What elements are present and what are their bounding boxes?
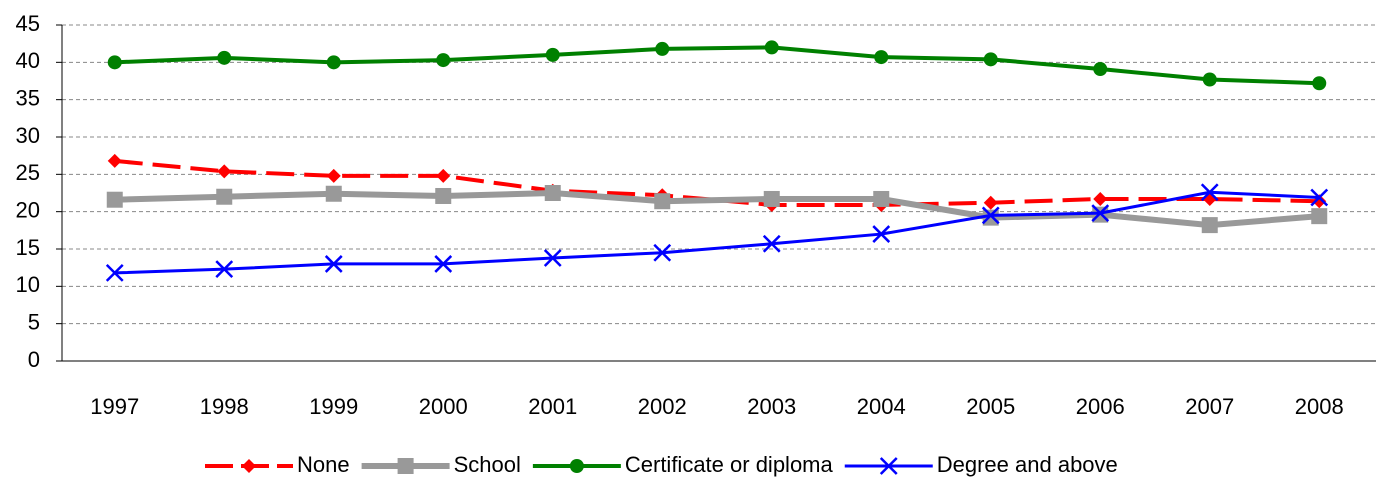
point xyxy=(873,190,890,207)
x-tick-label: 1999 xyxy=(309,394,358,419)
point xyxy=(764,40,779,55)
point xyxy=(436,168,451,183)
y-tick-label: 0 xyxy=(28,347,40,372)
legend-marker xyxy=(397,458,414,474)
point xyxy=(1091,204,1110,223)
point xyxy=(1310,188,1329,207)
x-tick-label: 1998 xyxy=(200,394,249,419)
point xyxy=(1201,217,1218,234)
point xyxy=(217,50,232,65)
y-tick-label: 5 xyxy=(28,309,40,334)
legend-label: School xyxy=(454,452,521,477)
point xyxy=(106,191,123,208)
point xyxy=(107,55,122,70)
y-tick-label: 25 xyxy=(16,160,40,185)
point xyxy=(1312,76,1327,91)
point xyxy=(435,187,452,204)
point xyxy=(105,264,124,282)
legend-marker xyxy=(569,459,584,473)
series-line xyxy=(114,189,1320,229)
series-line xyxy=(114,158,1320,207)
point xyxy=(324,255,343,273)
legend-label: None xyxy=(297,452,350,477)
point xyxy=(762,234,781,253)
point xyxy=(653,243,672,262)
point xyxy=(1093,62,1108,77)
x-tick-label: 2003 xyxy=(747,394,796,419)
point xyxy=(434,255,453,273)
point xyxy=(217,164,232,179)
legend-marker xyxy=(879,457,898,475)
point xyxy=(107,153,122,168)
point xyxy=(983,195,998,210)
point xyxy=(763,190,780,207)
point xyxy=(982,209,999,226)
x-tick-label: 2001 xyxy=(528,394,577,419)
y-tick-label: 30 xyxy=(16,123,40,148)
point xyxy=(655,41,670,56)
point xyxy=(1200,183,1219,202)
point xyxy=(544,185,561,201)
x-tick-label: 2002 xyxy=(638,394,687,419)
legend-label: Degree and above xyxy=(937,452,1118,477)
point xyxy=(1202,72,1217,87)
point xyxy=(1311,208,1328,225)
y-tick-label: 40 xyxy=(16,48,40,73)
y-tick-label: 45 xyxy=(16,11,40,36)
point xyxy=(983,52,998,67)
point xyxy=(874,50,889,65)
point xyxy=(326,168,341,183)
point xyxy=(872,225,891,243)
series-line xyxy=(114,190,1320,275)
y-tick-label: 35 xyxy=(16,85,40,110)
point xyxy=(981,206,1000,225)
point xyxy=(215,260,234,279)
point xyxy=(436,53,451,68)
y-tick-label: 15 xyxy=(16,235,40,260)
point xyxy=(545,47,560,62)
x-tick-label: 2008 xyxy=(1295,394,1344,419)
x-tick-label: 1997 xyxy=(90,394,139,419)
x-tick-label: 2006 xyxy=(1076,394,1125,419)
x-tick-label: 2007 xyxy=(1185,394,1234,419)
y-tick-label: 20 xyxy=(16,197,40,222)
legend-marker xyxy=(242,459,256,473)
point xyxy=(216,188,233,205)
point xyxy=(654,193,671,210)
x-tick-label: 2000 xyxy=(419,394,468,419)
y-tick-label: 10 xyxy=(16,272,40,297)
point xyxy=(1093,191,1108,206)
point xyxy=(325,185,342,202)
point xyxy=(543,249,562,267)
x-tick-label: 2004 xyxy=(857,394,906,419)
series-line xyxy=(114,45,1320,86)
point xyxy=(326,55,341,70)
x-tick-label: 2005 xyxy=(966,394,1015,419)
legend-label: Certificate or diploma xyxy=(625,452,834,477)
